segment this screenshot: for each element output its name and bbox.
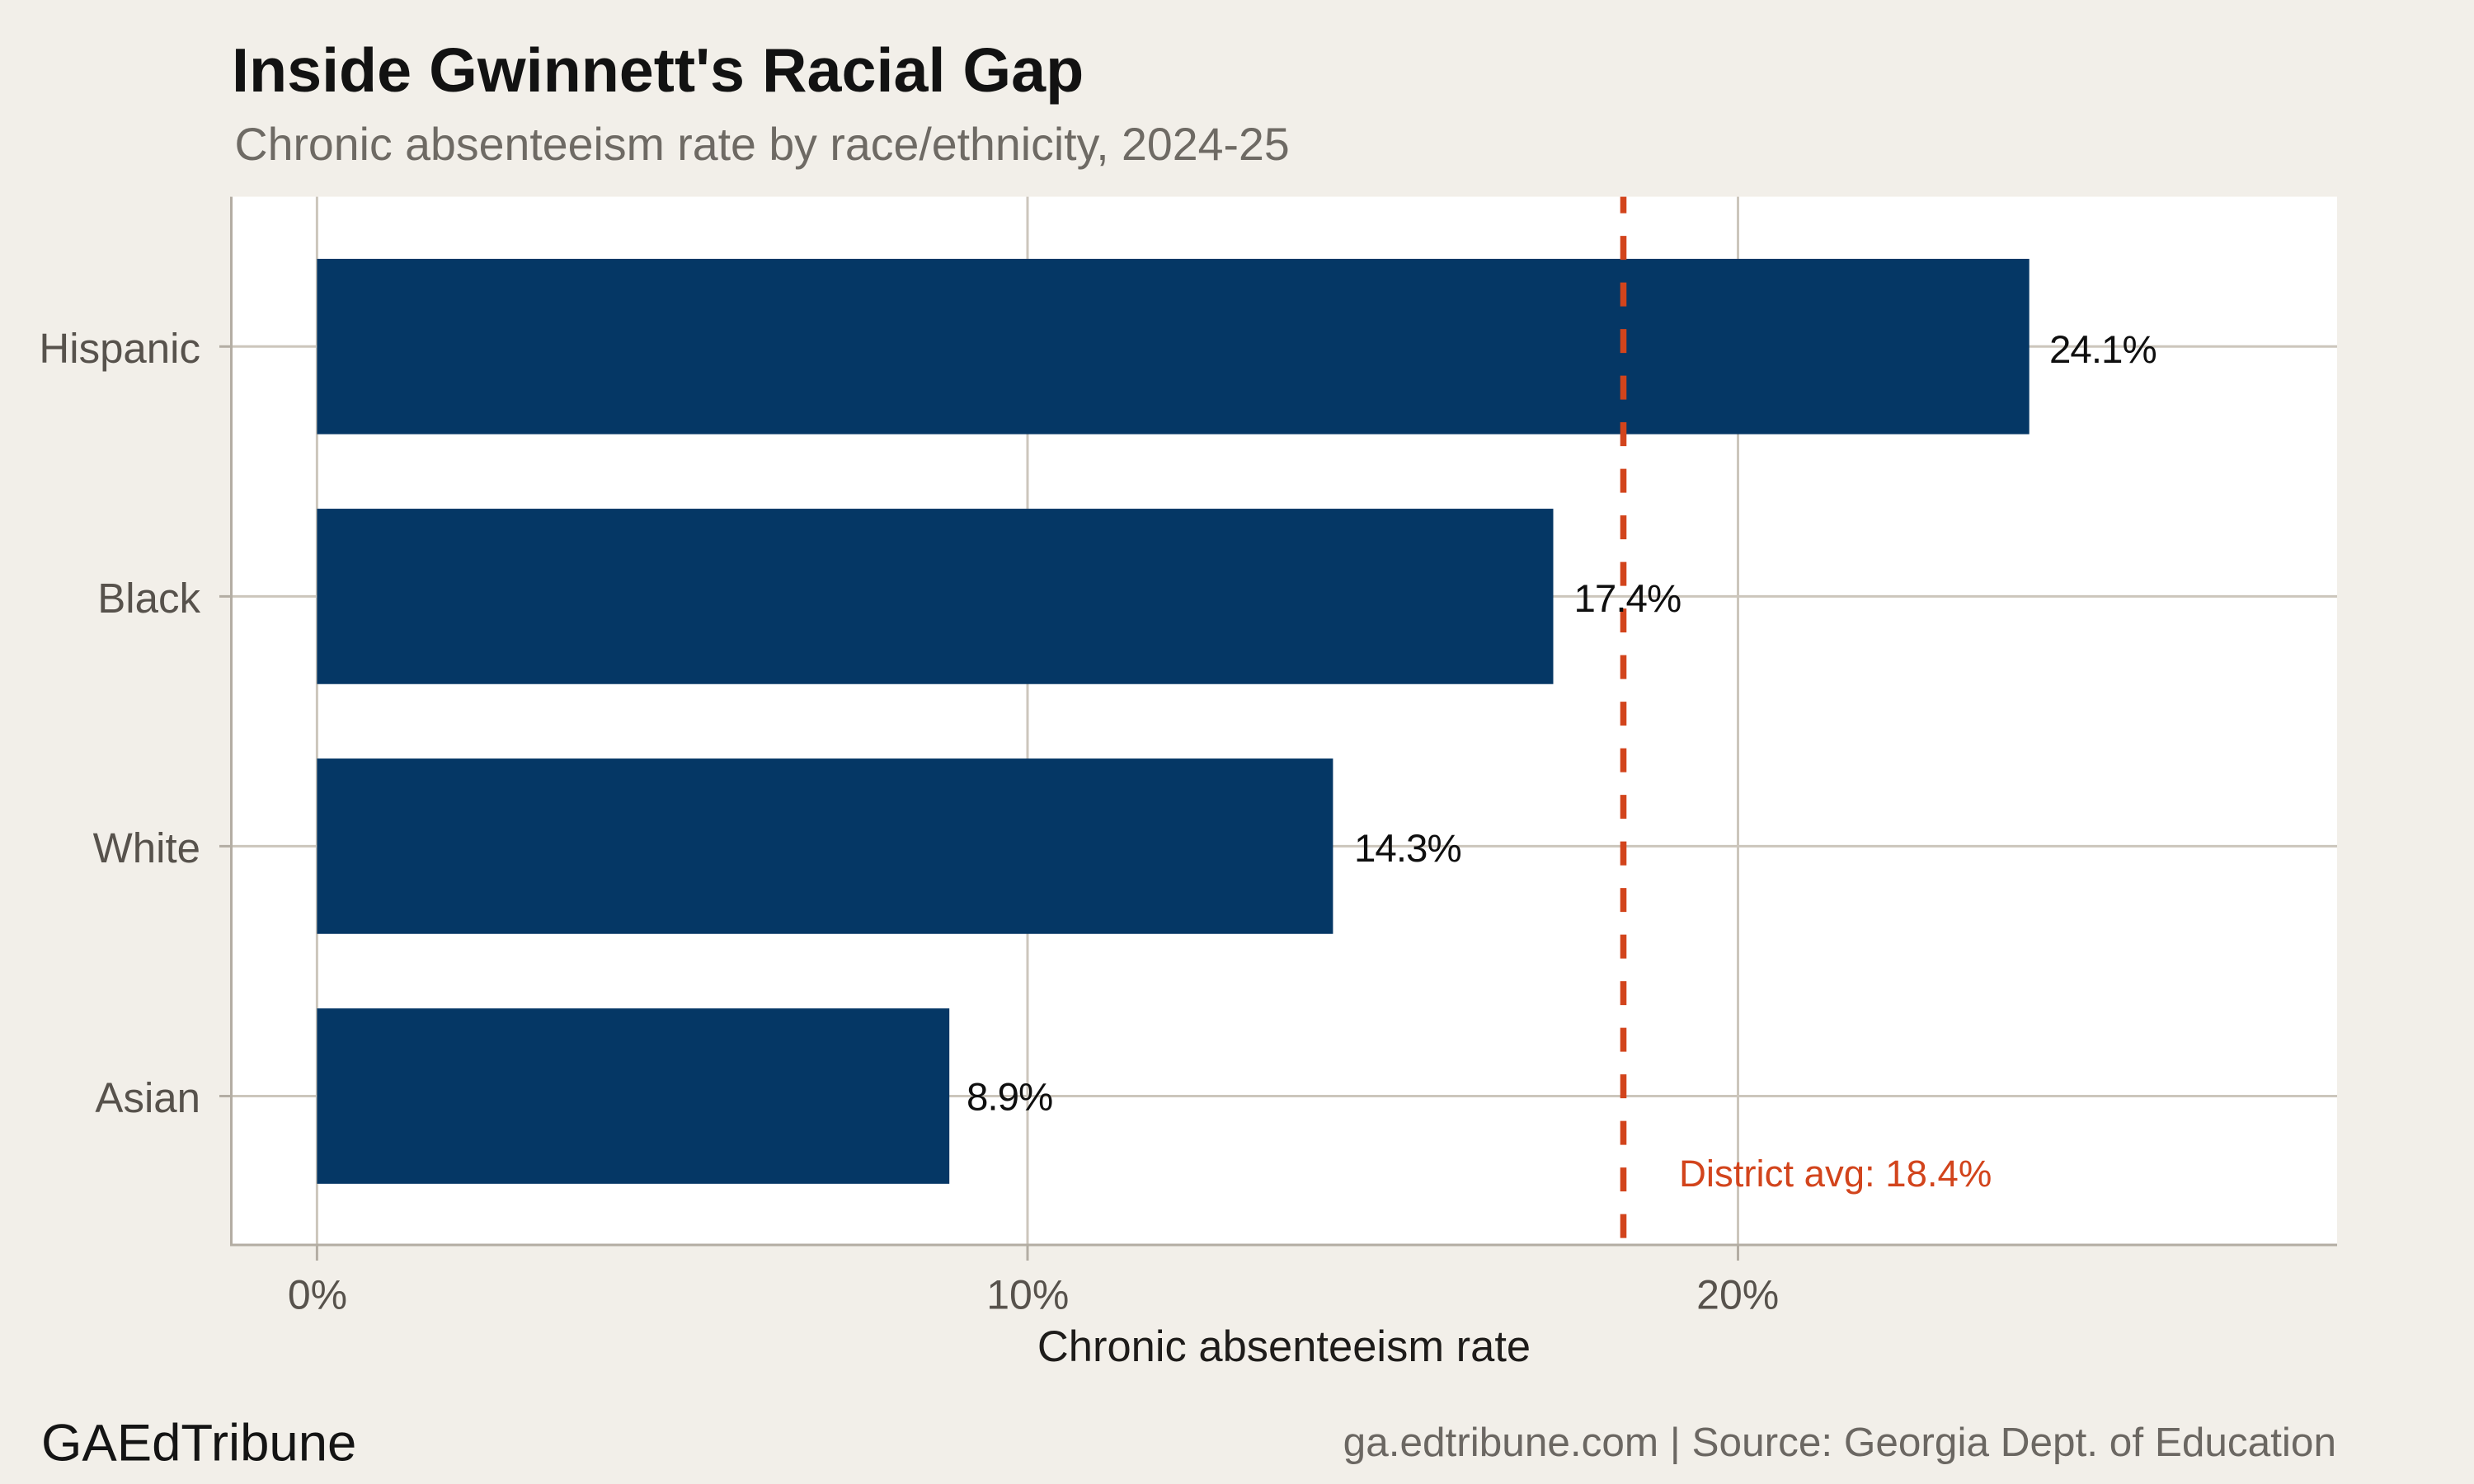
svg-text:14.3%: 14.3%: [1354, 827, 1461, 871]
svg-text:Hispanic: Hispanic: [39, 325, 200, 372]
svg-text:ga.edtribune.com | Source: Geo: ga.edtribune.com | Source: Georgia Dept.…: [1343, 1420, 2336, 1465]
svg-text:0%: 0%: [288, 1272, 347, 1318]
svg-text:8.9%: 8.9%: [967, 1076, 1052, 1120]
svg-text:Asian: Asian: [95, 1074, 200, 1121]
svg-text:GAEdTribune: GAEdTribune: [41, 1415, 356, 1472]
svg-text:20%: 20%: [1696, 1272, 1779, 1318]
svg-text:10%: 10%: [986, 1272, 1069, 1318]
svg-text:Black: Black: [97, 575, 200, 622]
svg-text:Inside Gwinnett's Racial Gap: Inside Gwinnett's Racial Gap: [232, 35, 1084, 105]
svg-text:24.1%: 24.1%: [2049, 328, 2157, 372]
svg-text:Chronic absenteeism rate by ra: Chronic absenteeism rate by race/ethnici…: [235, 119, 1290, 170]
svg-text:Chronic absenteeism rate: Chronic absenteeism rate: [1037, 1322, 1531, 1371]
svg-text:17.4%: 17.4%: [1574, 577, 1681, 621]
svg-text:White: White: [93, 824, 200, 871]
svg-text:District avg: 18.4%: District avg: 18.4%: [1679, 1153, 1992, 1195]
